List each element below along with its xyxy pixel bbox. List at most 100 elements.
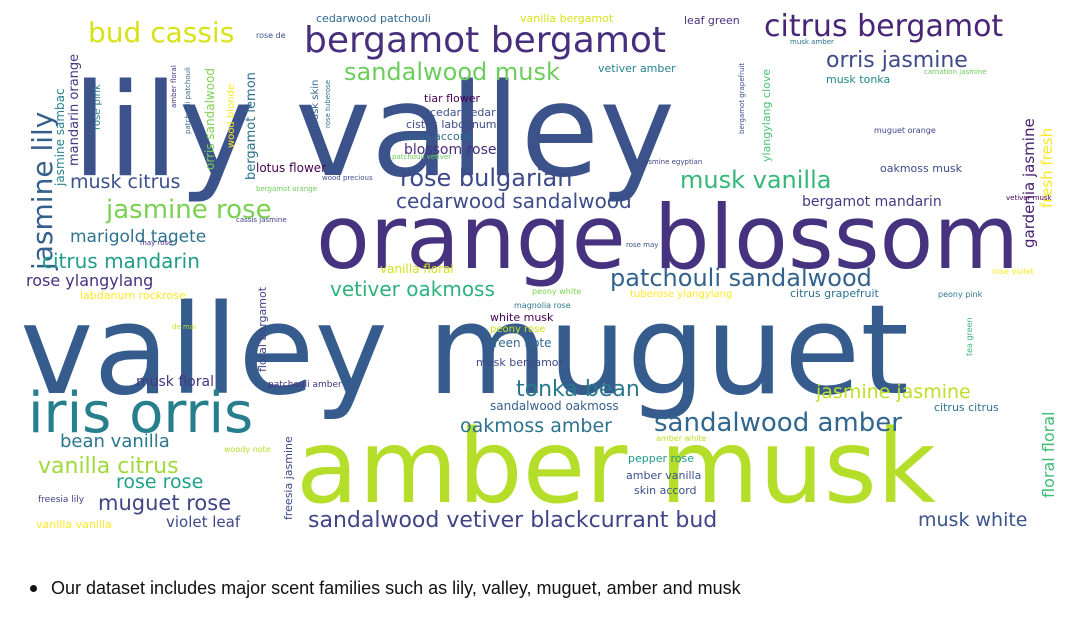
word: vanilla floral [380,262,454,276]
word: rose ylangylang [26,271,153,290]
caption-text: Our dataset includes major scent familie… [51,578,741,598]
word: blossom rose [404,142,497,158]
word: citrus grapefruit [790,287,880,300]
word: citrus mandarin [42,249,200,273]
word: ylangylang clove [760,69,773,162]
word: pepper rose [628,452,694,465]
word: valley muguet [20,279,909,423]
word: rose rose [116,471,203,493]
word: muguet orange [874,126,936,135]
word: tea green [965,317,974,356]
word: green note [486,336,552,350]
word: bergamot lemon [244,72,259,180]
word: citrus bergamot [764,9,1003,44]
word: musk vanilla [680,166,831,194]
word: oakmoss musk [880,162,963,175]
word: bergamot mandarin [802,194,942,210]
word: oakmoss amber [460,415,612,437]
word: bud cassis [88,16,234,49]
caption: Our dataset includes major scent familie… [30,578,741,599]
word: cedarwood patchouli [316,12,431,25]
word: freesia lily [38,495,85,505]
word: patchouli patchouli [184,67,192,134]
word: leaf green [684,14,740,27]
word: bean vanilla [60,431,170,452]
word: sandalwood musk [344,58,560,86]
word: marigold tagete [70,227,206,247]
word: carnation jasmine [924,68,987,76]
word: freesia jasmine [282,436,295,520]
word: musk tonka [826,73,890,86]
word: sandalwood amber [654,408,902,438]
word: cistus labdanum [406,118,497,131]
word: bergamot orange [256,185,317,193]
word: amber vanilla [626,469,701,482]
word: lotus flower [256,161,326,175]
word: woody note [224,445,271,454]
word: cedarwood sandalwood [396,189,632,213]
word: orris jasmine [826,48,968,73]
word: rose may [626,241,658,249]
word: peony pink [938,290,983,299]
word: wood precious [322,174,373,182]
word: patchouli amber [268,380,342,390]
word: tonka bean [516,377,640,402]
word: peony rose [490,324,545,335]
word: jasmine rose [105,195,272,225]
word: amber floral [170,65,178,108]
word: rose violet [992,267,1034,276]
word: bergamot grapefruit [738,63,746,134]
word: cassis jasmine [236,216,287,224]
word: bergamot bergamot [304,20,666,61]
word: vanilla citrus [38,454,179,479]
word: skin accord [634,484,697,497]
word: orris sandalwood [203,68,217,170]
word: tuberose ylangylang [630,289,732,300]
word: musk skin [310,80,321,130]
word: vetiver amber [598,62,676,75]
word: jasmine egyptian [641,158,702,166]
word: vanilla vanilla [36,518,112,531]
word: iris orris [28,381,253,446]
word: magnolia rose [514,301,571,310]
word: violet leaf [166,513,241,531]
word: amber white [656,434,707,443]
word: patchouli vetiver [392,153,451,161]
word: musk amber [790,38,834,46]
word: vetiver musk [1006,194,1053,202]
word: vanilla bergamot [520,12,614,25]
word: musk white [918,509,1028,531]
word: lily valley [72,57,675,206]
word: may rose [140,239,172,247]
word: gardenia jasmine [1020,118,1038,248]
word: de mai [172,323,196,331]
word: sandalwood oakmoss [490,399,619,413]
word: wood blonde [226,84,237,148]
word: musk citrus [70,171,180,193]
word: fresh fresh [1038,128,1056,208]
word: jasmine sambac [53,88,67,187]
word: sandalwood vetiver blackcurrant bud [308,508,717,533]
word: floral bergamot [256,286,269,372]
word: rose pink [92,84,103,130]
word: citrus accord [400,130,471,143]
word: cedar cedar [430,106,496,119]
word: musk bergamot [476,356,564,369]
word: jasmine lily [26,112,59,271]
word: vetiver oakmoss [330,277,495,301]
word: jasmine jasmine [815,381,971,403]
word: muguet rose [98,491,231,515]
word: mandarin orange [67,54,82,166]
word: labdanum rockrose [80,289,186,302]
word: rose bulgarian [400,164,572,192]
word: amber musk [296,408,936,527]
word: orange blossom [316,186,1019,289]
word: white musk [490,311,554,324]
word: tiar flower [424,92,481,105]
bullet-icon [30,585,37,592]
word-cloud: lily valley orange blossom valley muguet… [20,9,1058,533]
word: rose de [256,31,286,40]
word: patchouli sandalwood [610,264,872,292]
word: musk floral [136,374,214,390]
word: floral floral [1039,412,1058,498]
